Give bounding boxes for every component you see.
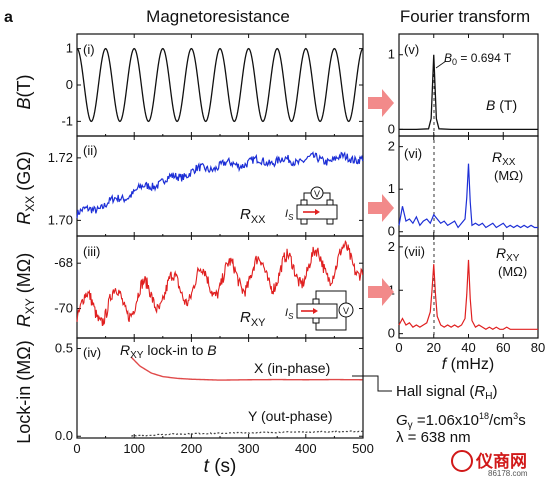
xtick-label-freq: 80 [531,340,545,355]
panel-ii-frame [76,135,364,237]
xlabel-frequency: f (mHz) [442,356,494,373]
ytick-label-vi: 1 [388,181,395,196]
panel-tag-iv: (iv) [83,345,101,360]
series-b-field [76,47,364,123]
ytick-label-v: 1 [388,47,395,62]
series-fft-b [399,54,538,131]
panel-tag-ii: (ii) [83,143,97,158]
ytick-label-vii: 2 [388,239,395,254]
ylabel-lockin: Lock-in (MΩ) [14,340,34,443]
ytick-label-i: -1 [61,113,73,128]
series-fft-rxx [398,163,538,229]
ytick-label-vi: 0 [388,224,395,239]
right-title: Fourier transform [400,7,530,26]
b0-peak-label: B0 = 0.694 T [444,51,512,67]
watermark-logo-icon [451,450,473,472]
ytick-label-iii: -70 [54,301,73,316]
ytick-label-i: 1 [66,41,73,56]
left-title: Magnetoresistance [146,7,290,26]
fft-rxy-unit-paren: (MΩ) [498,264,527,279]
ytick-label-ii: 1.70 [48,212,73,227]
xtick-label-freq: 0 [395,340,402,355]
xtick-label-freq: 20 [427,340,441,355]
fft-rxx-unit-paren: (MΩ) [494,168,523,183]
fft-rxy-unit: RXY [496,245,520,264]
series-lockin-y [131,430,363,438]
watermark: 仪商网 86178.com [451,450,528,478]
fft-b-unit: B (T) [486,97,517,113]
g-gamma-label: Gγ =1.06x1018/cm3s [396,411,526,431]
ylabel-b: B(T) [14,75,34,110]
current-label-rxy: IS [285,307,294,321]
panel-tag-vi: (vi) [404,146,422,161]
ylabel-rxx: RXX (GΩ) [14,151,37,224]
ytick-label-iii: -68 [54,255,73,270]
xtick-label-time: 100 [123,441,145,456]
panel-tag-v: (v) [404,42,419,57]
lockin-y-label: Y (out-phase) [248,408,333,424]
xtick-label-freq: 60 [496,340,510,355]
right-axes-frames [398,33,539,339]
hall-leader-line [352,375,392,392]
series-fft-rxy [398,259,538,331]
panel-v-frame [398,33,539,137]
watermark-sub: 86178.com [488,469,528,478]
arrow-i-to-v [368,89,394,117]
arrow-ii-to-vi [368,194,394,222]
ylabel-rxy: RXY (MΩ) [14,253,37,327]
series-rxx [76,151,364,219]
device-schematic-rxx: V IS [285,186,338,225]
xlabel-time: t (s) [204,456,237,477]
xtick-label-freq: 40 [461,340,475,355]
lambda-label: λ = 638 nm [396,429,471,446]
inset-label-rxy: RXY [240,309,266,329]
voltmeter-v-rxx: V [314,189,320,199]
voltmeter-v-rxy: V [343,306,349,316]
xtick-label-time: 500 [352,441,374,456]
xtick-label-time: 300 [238,441,260,456]
ytick-label-vi: 2 [388,139,395,154]
current-label-rxx: IS [285,208,294,222]
series-lockin-x [130,356,363,381]
watermark-text: 仪商网 [475,451,527,471]
xtick-label-time: 400 [295,441,317,456]
arrow-iii-to-vii [368,278,394,306]
ytick-label-ii: 1.72 [48,150,73,165]
inset-label-rxx: RXX [240,206,266,226]
panel-tag-iii: (iii) [83,244,100,259]
lockin-note: RXY lock-in to B [120,342,217,361]
panel-iii-frame [76,235,364,339]
series-rxy [76,239,364,326]
fft-rxx-unit: RXX [492,149,516,168]
panel-letter: a [4,9,13,26]
ytick-label-i: 0 [66,77,73,92]
ytick-label-iv: 0.5 [55,341,73,356]
ytick-label-v: 0 [388,121,395,136]
panel-tag-i: (i) [83,42,95,57]
lockin-x-label: X (in-phase) [254,360,330,376]
xtick-label-time: 0 [73,441,80,456]
ytick-label-vii: 0 [388,326,395,341]
b0-leader [435,60,447,69]
device-schematic-rxy: V IS [285,290,354,331]
xtick-label-time: 200 [181,441,203,456]
hall-signal-label: Hall signal (RH) [396,383,497,402]
ytick-label-iv: 0.0 [55,428,73,443]
panel-tag-vii: (vii) [404,244,425,259]
